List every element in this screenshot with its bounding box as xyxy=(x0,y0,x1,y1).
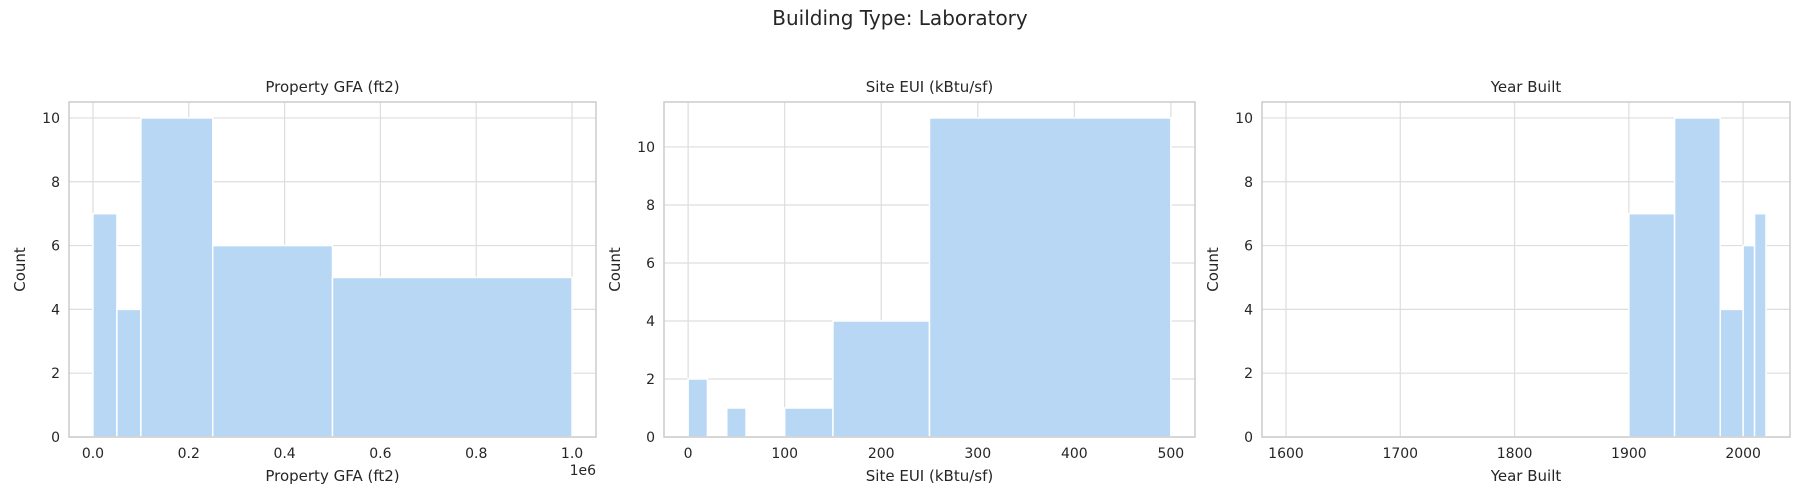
histogram-bar xyxy=(687,378,709,438)
y-tick-label: 10 xyxy=(637,140,655,156)
y-tick-label: 10 xyxy=(42,111,60,127)
histogram-bar xyxy=(211,244,334,438)
axes-frame xyxy=(68,101,597,438)
y-tick-label: 2 xyxy=(51,366,60,382)
x-tick-label: 1.0 xyxy=(561,446,583,462)
histogram-bar xyxy=(116,308,142,438)
y-tick-label: 2 xyxy=(1244,366,1253,382)
histogram-bar xyxy=(726,407,747,438)
histogram-bar xyxy=(140,117,214,438)
y-tick-label: 8 xyxy=(1244,175,1253,191)
x-tick-label: 300 xyxy=(964,446,991,462)
subplot-title: Site EUI (kBtu/sf) xyxy=(866,78,993,96)
x-tick-label: 500 xyxy=(1157,446,1184,462)
histogram-bar xyxy=(1742,244,1756,438)
y-tick-label: 4 xyxy=(1244,302,1253,318)
y-tick-label: 6 xyxy=(1244,239,1253,255)
histogram-bar xyxy=(832,320,931,438)
histogram-bar xyxy=(331,276,573,438)
axes-frame xyxy=(1261,101,1791,438)
y-tick-label: 8 xyxy=(646,198,655,214)
x-tick-label: 200 xyxy=(868,446,895,462)
subplot-title: Year Built xyxy=(1490,78,1562,96)
x-axis-label: Site EUI (kBtu/sf) xyxy=(866,467,993,485)
y-axis-label: Count xyxy=(1204,247,1222,292)
y-tick-label: 0 xyxy=(646,430,655,446)
histogram-bar xyxy=(928,117,1172,438)
y-tick-label: 4 xyxy=(646,314,655,330)
x-tick-label: 0.8 xyxy=(465,446,487,462)
histogram-bar xyxy=(783,407,834,438)
x-tick-label: 0.6 xyxy=(369,446,391,462)
y-tick-label: 6 xyxy=(51,239,60,255)
histogram-bar xyxy=(1753,212,1767,438)
y-tick-label: 10 xyxy=(1235,111,1253,127)
histogram-bar xyxy=(92,212,118,438)
y-tick-label: 6 xyxy=(646,256,655,272)
y-tick-label: 0 xyxy=(1244,430,1253,446)
panel-3: 1600 1700 1800 1900 2000 0 2 4 6 8 10 Year Built Yea… xyxy=(1204,78,1791,485)
x-tick-label: 0 xyxy=(684,446,693,462)
x-tick-label: 0.4 xyxy=(273,446,295,462)
subplot-title: Property GFA (ft2) xyxy=(265,78,399,96)
y-tick-label: 0 xyxy=(51,430,60,446)
x-tick-label: 1700 xyxy=(1382,446,1418,462)
figure-title: Building Type: Laboratory xyxy=(772,6,1028,30)
x-tick-label: 1900 xyxy=(1611,446,1647,462)
x-tick-label: 0.0 xyxy=(82,446,104,462)
panel-2: 0 100 200 300 400 500 0 2 4 6 8 10 Site EUI (kBtu/sf… xyxy=(606,78,1196,485)
x-tick-label: 400 xyxy=(1061,446,1088,462)
x-tick-label: 100 xyxy=(771,446,798,462)
x-axis-label: Property GFA (ft2) xyxy=(265,467,399,485)
y-axis-label: Count xyxy=(11,247,29,292)
y-tick-label: 8 xyxy=(51,175,60,191)
x-offset-text: 1e6 xyxy=(570,463,597,479)
x-tick-label: 2000 xyxy=(1725,446,1761,462)
axes-frame xyxy=(663,101,1196,438)
y-tick-label: 2 xyxy=(646,372,655,388)
histogram-bar xyxy=(1719,308,1744,438)
y-tick-label: 4 xyxy=(51,302,60,318)
histogram-bar xyxy=(1628,212,1676,438)
x-tick-label: 0.2 xyxy=(178,446,200,462)
y-axis-label: Count xyxy=(606,247,624,292)
x-tick-label: 1600 xyxy=(1268,446,1304,462)
x-tick-label: 1800 xyxy=(1497,446,1533,462)
x-axis-label: Year Built xyxy=(1490,467,1562,485)
panel-1: 0.0 0.2 0.4 0.6 0.8 1.0 0 2 4 6 8 10 Property GFA (f… xyxy=(11,78,597,485)
histogram-bar xyxy=(1673,117,1722,438)
